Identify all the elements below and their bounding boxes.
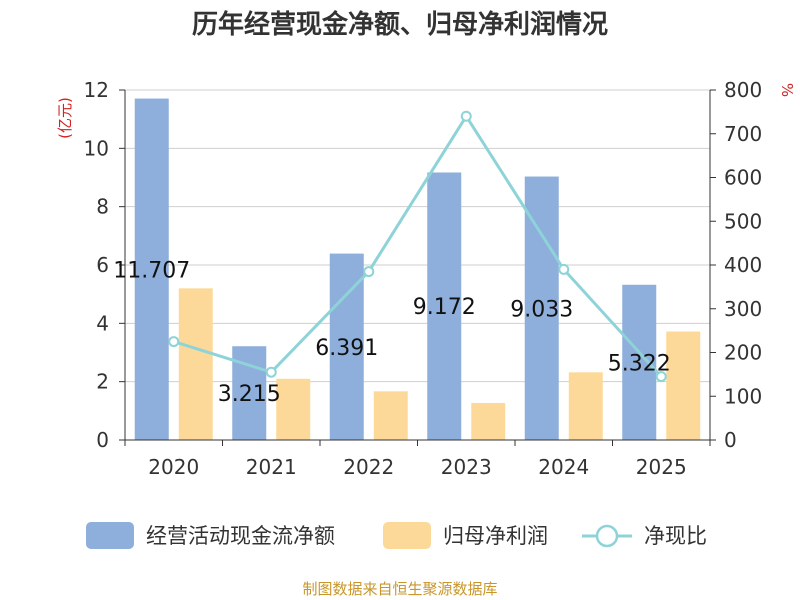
data-label: 9.033: [510, 297, 573, 322]
bar-operating-cash-flow: [622, 284, 657, 440]
bar-net-profit: [373, 391, 408, 440]
bar-operating-cash-flow: [134, 98, 169, 440]
right-tick-label: 600: [724, 166, 762, 190]
bar-operating-cash-flow: [427, 172, 462, 440]
legend: 经营活动现金流净额 归母净利润 净现比: [86, 522, 707, 549]
line-point: [265, 366, 277, 378]
right-tick-label: 500: [724, 209, 762, 233]
x-tick-label: 2025: [636, 455, 687, 479]
x-tick-label: 2021: [246, 455, 297, 479]
bar-operating-cash-flow: [524, 176, 559, 440]
left-tick-label: 12: [84, 78, 109, 102]
x-tick-label: 2022: [343, 455, 394, 479]
line-point: [363, 266, 375, 278]
right-tick-label: 100: [724, 384, 762, 408]
right-tick-label: 700: [724, 122, 762, 146]
left-tick-label: 4: [96, 311, 109, 335]
data-label: 6.391: [315, 336, 378, 361]
legend-label-operating-cash-flow: 经营活动现金流净额: [146, 524, 335, 548]
left-axis-unit: (亿元): [56, 97, 74, 139]
bar-net-profit: [178, 288, 213, 440]
right-tick-label: 200: [724, 341, 762, 365]
line-cash-ratio: [173, 113, 663, 378]
right-tick-label: 0: [724, 428, 737, 452]
line-layer: [168, 110, 667, 383]
right-tick-label: 400: [724, 253, 762, 277]
x-tick-label: 2024: [538, 455, 589, 479]
legend-swatch-operating-cash-flow: [86, 522, 134, 549]
legend-label-cash-ratio: 净现比: [644, 524, 707, 548]
bar-layer: [134, 98, 701, 440]
bar-net-profit: [666, 331, 701, 440]
left-tick-label: 6: [96, 253, 109, 277]
bar-net-profit: [568, 372, 603, 440]
line-point: [655, 371, 667, 383]
data-label: 11.707: [113, 258, 190, 283]
left-tick-label: 0: [96, 428, 109, 452]
data-label: 3.215: [218, 382, 281, 407]
left-tick-label: 10: [84, 136, 109, 160]
bar-net-profit: [276, 378, 311, 440]
line-point: [460, 110, 472, 122]
bar-net-profit: [471, 402, 506, 440]
left-tick-label: 2: [96, 370, 109, 394]
source-note: 制图数据来自恒生聚源数据库: [302, 580, 497, 598]
legend-label-net-profit: 归母净利润: [443, 524, 548, 548]
label-layer: 11.707 3.215 6.391 9.172 9.033 5.322: [113, 258, 670, 407]
legend-marker-cash-ratio: [595, 524, 619, 548]
right-tick-label: 300: [724, 297, 762, 321]
data-label: 5.322: [608, 351, 671, 376]
left-tick-label: 8: [96, 195, 109, 219]
data-label: 9.172: [413, 295, 476, 320]
right-axis-unit: %: [778, 83, 796, 97]
right-tick-label: 800: [724, 78, 762, 102]
line-point: [558, 263, 570, 275]
x-tick-label: 2020: [148, 455, 199, 479]
x-tick-label: 2023: [441, 455, 492, 479]
line-point: [168, 336, 180, 348]
legend-swatch-net-profit: [383, 522, 431, 549]
grid-layer: [125, 89, 710, 441]
chart-title: 历年经营现金净额、归母净利润情况: [192, 9, 608, 40]
axis-layer: 0 2 4 6 8 10 12 0 100 200 300 400 500 600 700 800 2020 20…: [84, 78, 763, 479]
